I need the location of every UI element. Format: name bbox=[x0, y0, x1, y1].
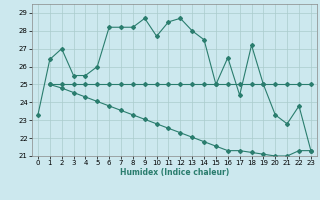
X-axis label: Humidex (Indice chaleur): Humidex (Indice chaleur) bbox=[120, 168, 229, 177]
